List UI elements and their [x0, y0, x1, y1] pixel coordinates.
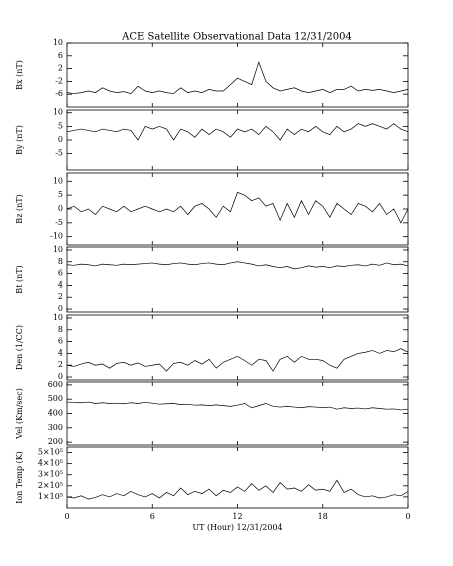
y-axis-label: By (nT) — [15, 125, 24, 155]
y-tick-label: 5×10⁵ — [38, 448, 63, 457]
data-line — [66, 261, 409, 270]
y-tick-label: 2 — [58, 360, 63, 369]
y-tick-label: 10 — [53, 313, 63, 322]
y-axis-label: Vel (Km/sec) — [15, 388, 24, 440]
y-tick-label: 0 — [58, 204, 63, 213]
y-tick-label: 6 — [58, 51, 63, 60]
data-line — [66, 61, 409, 94]
data-line — [66, 401, 409, 411]
y-tick-label: 6 — [58, 269, 63, 278]
y-tick-label: 0 — [58, 372, 63, 381]
panel-frame — [66, 314, 409, 381]
y-tick-label: 4×10⁵ — [38, 459, 63, 468]
panel-frame — [66, 246, 409, 313]
y-tick-label: 1×10⁵ — [38, 492, 63, 501]
y-axis-label: Ion Temp (K) — [15, 451, 24, 504]
panel-frame — [66, 109, 409, 171]
y-tick-label: -10 — [50, 232, 63, 241]
y-tick-label: 10 — [53, 245, 63, 254]
y-axis-label: Bt (nT) — [15, 265, 24, 293]
y-tick-label: 5 — [58, 121, 63, 130]
data-line — [66, 479, 409, 500]
y-tick-label: 200 — [48, 437, 63, 446]
panel-frame — [66, 446, 409, 509]
panel-frame — [66, 172, 409, 246]
y-tick-label: 2 — [58, 292, 63, 301]
y-tick-label: 4 — [58, 280, 63, 289]
y-tick-label: 2×10⁵ — [38, 481, 63, 490]
y-tick-label: 3×10⁵ — [38, 470, 63, 479]
y-tick-label: 8 — [58, 257, 63, 266]
y-tick-label: 8 — [58, 325, 63, 334]
y-tick-label: -5 — [55, 218, 63, 227]
x-axis-label: UT (Hour) 12/31/2004 — [192, 523, 282, 532]
y-tick-label: 10 — [53, 176, 63, 185]
y-tick-label: -2 — [55, 76, 63, 85]
y-axis-label: Bx (nT) — [15, 60, 24, 90]
y-tick-label: 2 — [58, 64, 63, 73]
y-tick-label: 300 — [48, 423, 63, 432]
y-tick-label: 6 — [58, 337, 63, 346]
y-tick-label: 10 — [53, 38, 63, 47]
y-tick-label: 400 — [48, 409, 63, 418]
x-tick-label: 12 — [232, 512, 242, 521]
y-tick-label: 0 — [58, 304, 63, 313]
x-tick-label: 6 — [150, 512, 155, 521]
chart-title: ACE Satellite Observational Data 12/31/2… — [121, 32, 352, 43]
x-tick-label: 18 — [318, 512, 328, 521]
y-tick-label: 500 — [48, 394, 63, 403]
y-tick-label: 0 — [58, 135, 63, 144]
y-axis-label: Den (1/CC) — [15, 325, 24, 370]
y-tick-label: 5 — [58, 190, 63, 199]
data-line — [66, 348, 409, 372]
x-tick-label: 0 — [405, 512, 410, 521]
y-axis-label: Bz (nT) — [15, 194, 24, 223]
y-tick-label: -5 — [55, 149, 63, 158]
panel-frame — [66, 381, 409, 446]
y-tick-label: 600 — [48, 380, 63, 389]
data-line — [66, 123, 409, 141]
y-tick-label: 4 — [58, 348, 63, 357]
panel-frame — [66, 42, 409, 108]
x-tick-label: 0 — [64, 512, 69, 521]
data-line — [66, 191, 409, 224]
y-tick-label: 10 — [53, 108, 63, 117]
y-tick-label: -6 — [55, 89, 63, 98]
